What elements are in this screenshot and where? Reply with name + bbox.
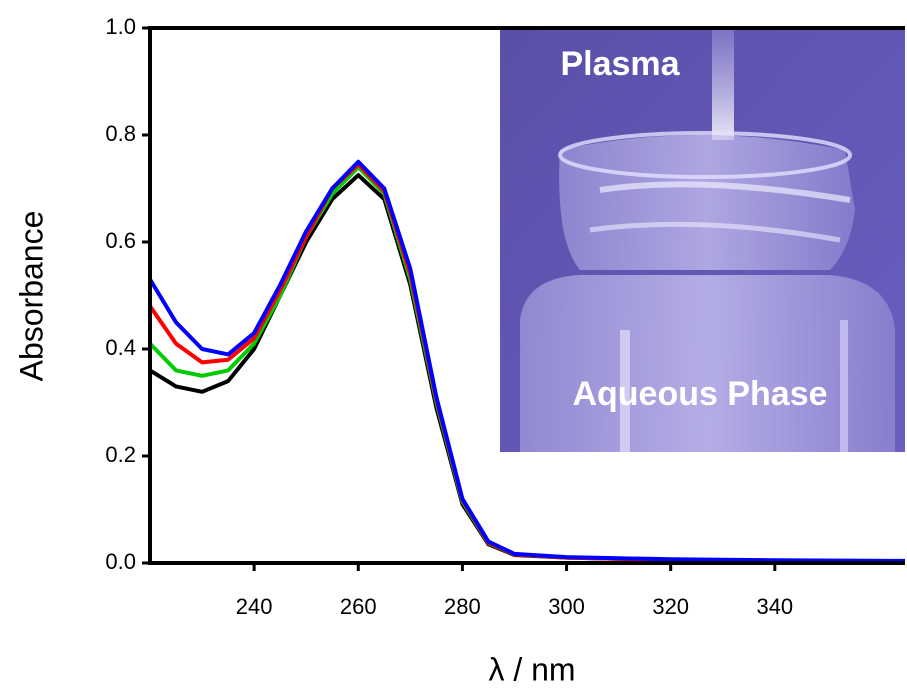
y-tick-label: 1.0 [105,14,136,39]
y-tick-label: 0.8 [105,121,136,146]
y-tick-label: 0.6 [105,228,136,253]
y-tick-label: 0.4 [105,335,136,360]
x-tick-label: 300 [548,594,585,619]
y-tick-label: 0.0 [105,549,136,574]
x-axis-title: λ / nm [488,651,575,687]
y-axis-title: Absorbance [13,211,49,382]
x-tick-label: 240 [236,594,273,619]
series-line [148,159,906,563]
inset-label: Aqueous Phase [572,375,827,413]
inset-photo: Plasma Aqueous Phase [500,30,905,452]
plot-area: 0.0 0.2 0.4 0.6 0.8 1.0 240 260 280 300 320 340 [105,14,906,619]
x-tick-label: 320 [652,594,689,619]
x-tick-label: 280 [444,594,481,619]
plot-frame [148,26,905,565]
y-tick-label: 0.2 [105,442,136,467]
x-tick-label: 340 [756,594,793,619]
x-tick-label: 260 [340,594,377,619]
inset-label: Plasma [560,45,680,83]
